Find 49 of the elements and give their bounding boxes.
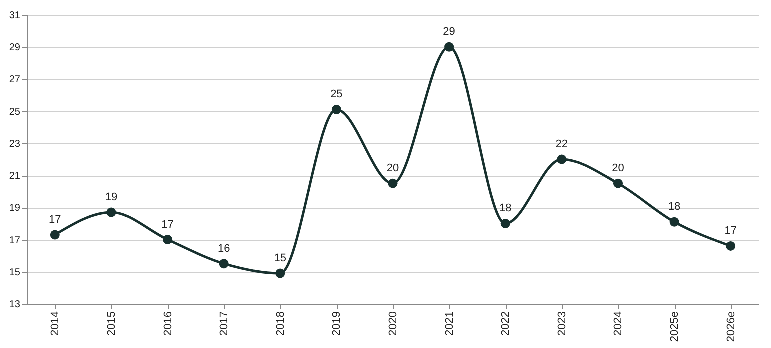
data-label: 18 [499,202,512,215]
point [163,235,173,245]
y-tick-label: 15 [9,267,21,278]
point [670,217,680,227]
data-label: 17 [162,218,174,231]
data-label: 15 [274,252,287,264]
x-tick-label: 2020 [388,312,400,336]
x-tick-label: 2018 [274,312,287,336]
x-tick-label: 2014 [50,312,62,336]
data-label: 18 [668,201,681,214]
x-tick-label: 2022 [500,312,512,336]
y-tick-label: 23 [9,138,21,150]
point [388,178,398,188]
y-tick-label: 19 [9,203,21,214]
y-tick-label: 31 [9,10,21,22]
point [219,259,229,269]
x-tick-label: 2017 [218,312,231,336]
x-tick-label: 2024 [612,312,625,336]
point [613,178,623,188]
y-tick-label: 17 [9,235,21,246]
data-label: 29 [443,26,456,38]
x-tick-label: 2023 [556,312,568,336]
data-label: 25 [330,88,343,101]
data-label: 20 [386,162,400,175]
data-label: 19 [105,191,118,204]
data-label: 16 [218,242,230,255]
x-tick-label: 2025e [669,312,682,342]
y-tick-label: 13 [9,300,21,310]
x-tick-label: 2016 [162,312,174,336]
data-label: 17 [49,214,62,226]
y-tick-label: 27 [9,74,21,86]
point [332,104,342,114]
y-tick-label: 29 [9,42,21,54]
y-tick-label: 25 [9,106,21,118]
point [276,268,286,278]
data-label: 22 [556,138,568,150]
data-label: 20 [612,162,624,175]
point [500,218,510,228]
point [557,154,567,164]
x-tick-label: 2026e [725,312,738,342]
y-tick-label: 21 [9,171,21,182]
data-label: 17 [724,225,737,238]
x-tick-label: 2021 [444,312,456,336]
point [444,42,454,52]
x-tick-label: 2019 [331,312,344,336]
x-tick-label: 2015 [106,312,118,336]
point [50,230,60,240]
point [726,241,736,251]
point [106,208,116,218]
